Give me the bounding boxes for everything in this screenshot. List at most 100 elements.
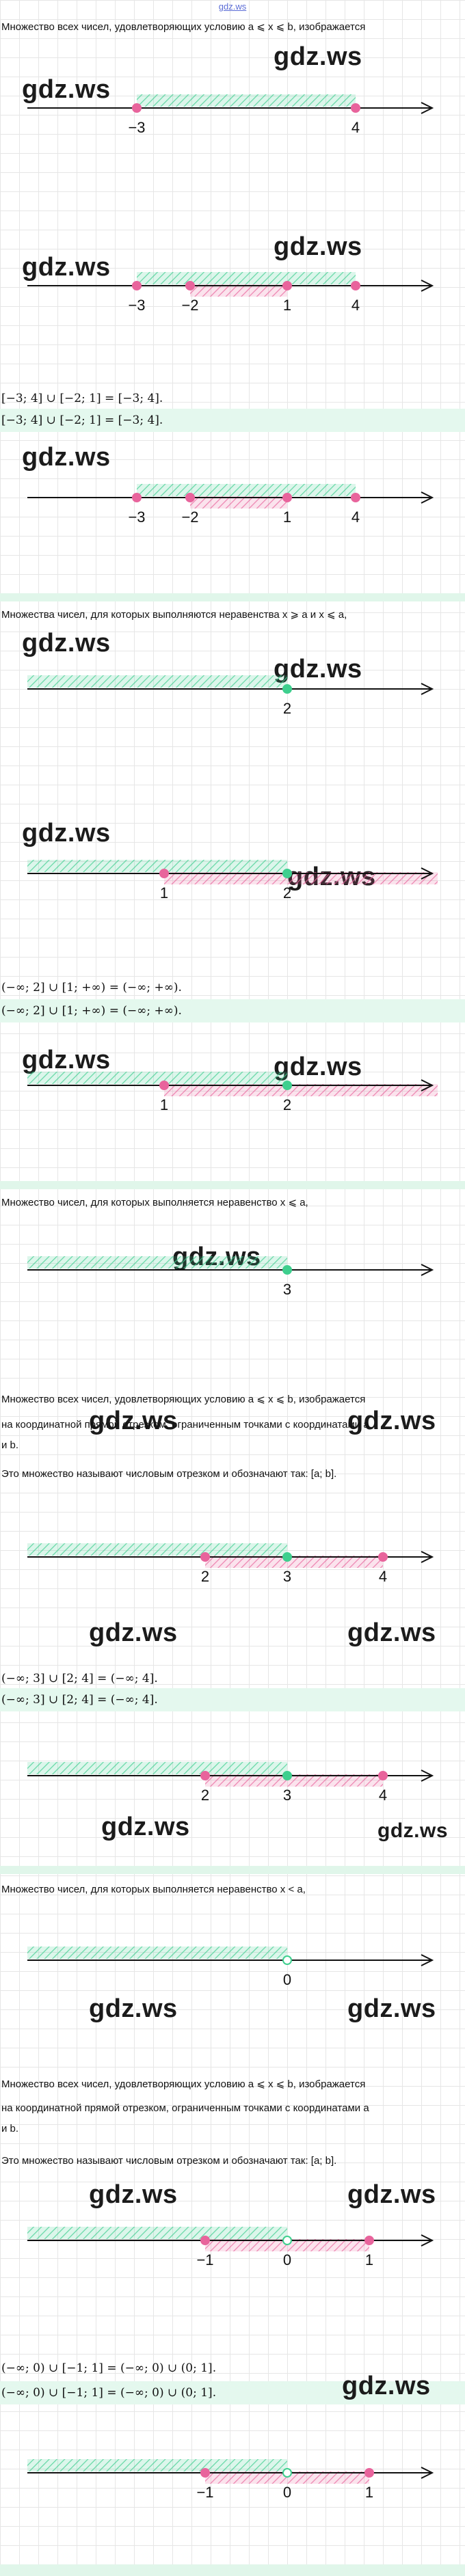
watermark: gdz.ws <box>347 1994 436 2023</box>
number-line-10: 0 <box>27 1947 434 1988</box>
point-1 <box>159 1081 169 1090</box>
tick-label-−3: −3 <box>128 509 145 526</box>
point-−2 <box>185 281 195 290</box>
arrow-icon <box>421 1079 434 1092</box>
tick-label-−3: −3 <box>128 297 145 314</box>
section-3-text: Множество чисел, для которых выполняется… <box>1 1197 308 1208</box>
point-−3 <box>132 493 142 502</box>
arrow-icon <box>421 102 434 114</box>
number-line-11: −1 0 1 <box>27 2227 434 2268</box>
formula-3: (−∞; 3] ∪ [2; 4] = (−∞; 4]. <box>1 1672 158 1685</box>
point-−1 <box>200 2236 210 2245</box>
arrow-icon <box>421 491 434 504</box>
tick-label-2: 2 <box>201 1568 209 1585</box>
point-1 <box>159 869 169 878</box>
site-link[interactable]: gdz.ws <box>218 1 247 12</box>
section-separator <box>0 2564 465 2576</box>
hatch-1-+∞ <box>164 872 438 884</box>
arrow-icon <box>421 1770 434 1782</box>
hatch-−3-4 <box>137 272 356 284</box>
hatch-−∞-2 <box>27 1072 287 1084</box>
watermark: gdz.ws <box>22 75 111 104</box>
tick-label-1: 1 <box>160 1096 168 1113</box>
watermark: gdz.ws <box>347 2180 436 2209</box>
point-4 <box>351 493 360 502</box>
point-1 <box>364 2236 374 2245</box>
tick-label-−2: −2 <box>181 509 198 526</box>
section-6-text-3: и b. <box>1 2123 19 2134</box>
watermark: gdz.ws <box>89 1407 178 1435</box>
arrow-icon <box>421 2467 434 2479</box>
point-2 <box>282 1081 292 1090</box>
watermark: gdz.ws <box>22 1046 111 1074</box>
point-1 <box>282 281 292 290</box>
point-−1 <box>200 2468 210 2478</box>
number-line-12: −1 0 1 <box>27 2459 434 2501</box>
tick-label-1: 1 <box>365 2484 373 2501</box>
point-−2 <box>185 493 195 502</box>
hatch-−∞-2 <box>27 860 287 872</box>
tick-label-0: 0 <box>283 1971 291 1988</box>
section-separator <box>0 1866 465 1874</box>
point-3 <box>282 1552 292 1562</box>
point-4 <box>351 103 360 113</box>
watermark: gdz.ws <box>274 1053 362 1081</box>
tick-label-−1: −1 <box>196 2484 213 2501</box>
hatch-−∞-2 <box>27 675 287 688</box>
formula-3-highlight: (−∞; 3] ∪ [2; 4] = (−∞; 4]. <box>1 1693 158 1707</box>
watermark: gdz.ws <box>342 2372 431 2400</box>
watermark: gdz.ws <box>377 1819 449 1842</box>
section-6-text-1: Множество всех чисел, удовлетворяющих ус… <box>1 2078 366 2090</box>
watermark: gdz.ws <box>22 819 111 848</box>
point-2 <box>200 1552 210 1562</box>
watermark: gdz.ws <box>347 1407 436 1435</box>
point-2 <box>282 684 292 694</box>
tick-label-3: 3 <box>283 1787 291 1804</box>
tick-label-1: 1 <box>283 297 291 314</box>
tick-label-4: 4 <box>351 297 360 314</box>
point-2 <box>282 869 292 878</box>
tick-label-2: 2 <box>283 884 291 901</box>
section-2-text: Множества чисел, для которых выполняются… <box>1 609 347 621</box>
watermark: gdz.ws <box>89 2180 178 2209</box>
number-line-9: 2 3 4 <box>27 1762 434 1804</box>
formula-band-3: (−∞; 3] ∪ [2; 4] = (−∞; 4]. <box>0 1688 465 1711</box>
tick-label-3: 3 <box>283 1281 291 1298</box>
number-line-7: 3 <box>27 1256 434 1298</box>
watermark: gdz.ws <box>89 1618 178 1647</box>
section-5-text: Множество чисел, для которых выполняется… <box>1 1884 306 1895</box>
section-separator <box>0 593 465 601</box>
formula-band-1: [−3; 4] ∪ [−2; 1] = [−3; 4]. <box>0 409 465 432</box>
hatch-1-+∞ <box>164 1084 438 1096</box>
arrow-icon <box>421 683 434 695</box>
section-4-text-2: на координатной прямой отрезком, огранич… <box>1 1419 369 1431</box>
point-0 <box>282 1955 292 1965</box>
point-4 <box>351 281 360 290</box>
section-4-text-4: Это множество называют числовым отрезком… <box>1 1468 337 1480</box>
watermark: gdz.ws <box>347 1618 436 1647</box>
point-4 <box>378 1552 388 1562</box>
tick-label-4: 4 <box>379 1568 387 1585</box>
arrow-icon <box>421 1264 434 1276</box>
formula-1-highlight: [−3; 4] ∪ [−2; 1] = [−3; 4]. <box>1 413 163 427</box>
formula-2: (−∞; 2] ∪ [1; +∞) = (−∞; +∞). <box>1 981 182 994</box>
tick-label-4: 4 <box>351 509 360 526</box>
watermark: gdz.ws <box>274 655 362 683</box>
hatch-2-4 <box>205 1774 383 1787</box>
point-3 <box>282 1771 292 1780</box>
tick-label-−3: −3 <box>128 119 145 136</box>
number-line-4: 2 <box>27 675 434 717</box>
arrow-icon <box>421 1551 434 1563</box>
number-line-2: −3 −2 1 4 <box>27 272 434 314</box>
hatch-−∞-0 <box>27 2459 287 2471</box>
section-1-text: Множество всех чисел, удовлетворяющих ус… <box>1 21 366 33</box>
point-0 <box>282 2468 292 2478</box>
hatch-−∞-0 <box>27 1947 287 1959</box>
section-separator <box>0 1181 465 1189</box>
arrow-icon <box>421 1954 434 1966</box>
formula-4-highlight: (−∞; 0) ∪ [−1; 1] = (−∞; 0) ∪ (0; 1]. <box>1 2386 217 2400</box>
point-4 <box>378 1771 388 1780</box>
tick-label-−2: −2 <box>181 297 198 314</box>
point-3 <box>282 1265 292 1275</box>
